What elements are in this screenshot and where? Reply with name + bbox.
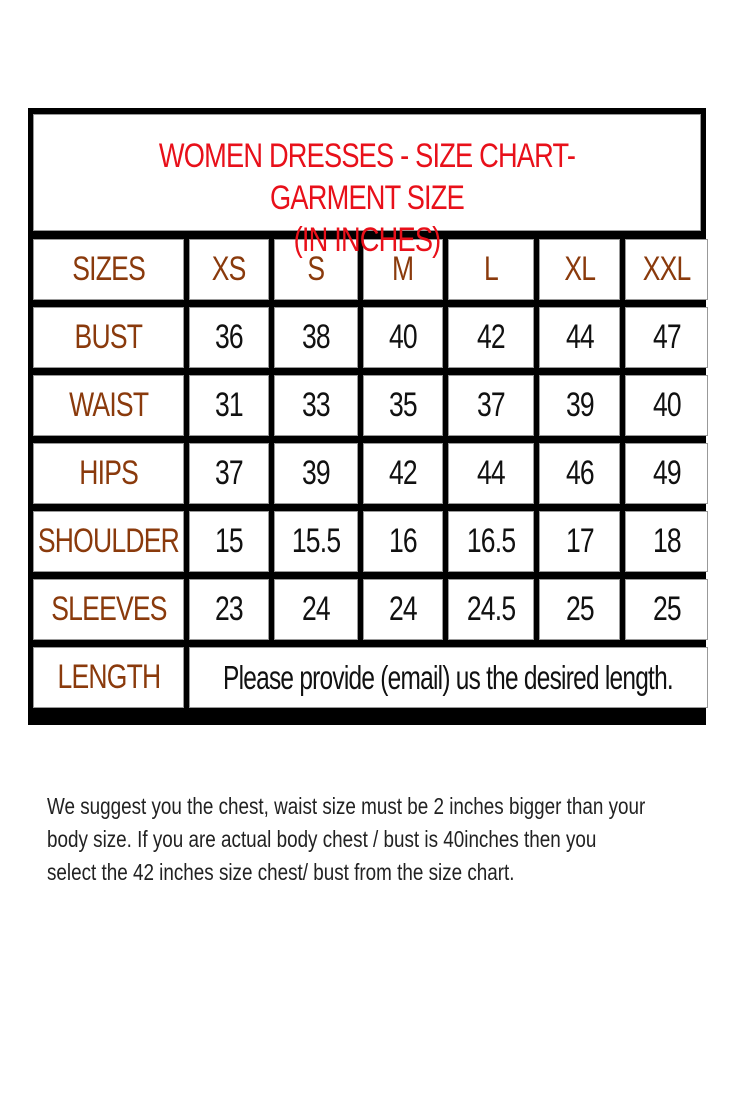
value-cell: 42 [448, 307, 534, 368]
value-cell-text: 23 [215, 590, 244, 628]
size-note: We suggest you the chest, waist size mus… [47, 790, 727, 889]
row-label-cell: LENGTH [33, 647, 184, 708]
value-cell-text: 38 [302, 318, 331, 356]
value-cell-text: 24 [389, 590, 418, 628]
size-header-cell: XS [189, 239, 269, 300]
note-line: body size. If you are actual body chest … [47, 826, 597, 852]
value-cell: 37 [448, 375, 534, 436]
value-cell-text: 47 [652, 318, 682, 356]
row-label-cell: SHOULDER [33, 511, 184, 572]
value-cell: 40 [625, 375, 708, 436]
size-header-cell: XL [539, 239, 620, 300]
value-cell-text: 16 [389, 522, 418, 560]
value-cell: 25 [539, 579, 620, 640]
value-cell: 44 [448, 443, 534, 504]
note-line: We suggest you the chest, waist size mus… [47, 793, 646, 819]
value-cell: 24 [363, 579, 443, 640]
value-cell-text: 15 [215, 522, 244, 560]
row-label-cell: HIPS [33, 443, 184, 504]
value-cell: 47 [625, 307, 708, 368]
value-cell: 25 [625, 579, 708, 640]
length-note-cell: Please provide (email) us the desired le… [189, 647, 708, 708]
value-cell: 15 [189, 511, 269, 572]
size-header-cell: XXL [625, 239, 708, 300]
value-cell: 17 [539, 511, 620, 572]
row-label-cell: BUST [33, 307, 184, 368]
header-label-cell-text: SIZES [72, 250, 146, 288]
value-cell-text: 37 [477, 386, 506, 424]
value-cell-text: 39 [302, 454, 331, 492]
value-cell: 44 [539, 307, 620, 368]
size-chart-table: WOMEN DRESSES - SIZE CHART- GARMENT SIZE… [28, 108, 708, 725]
value-cell: 40 [363, 307, 443, 368]
value-cell: 16 [363, 511, 443, 572]
value-cell-text: 44 [565, 318, 595, 356]
value-cell: 24 [274, 579, 358, 640]
value-cell-text: 36 [215, 318, 244, 356]
value-cell-text: 16.5 [466, 522, 516, 560]
row-label-cell-text: SHOULDER [37, 522, 180, 560]
value-cell-text: 35 [389, 386, 418, 424]
value-cell: 16.5 [448, 511, 534, 572]
value-cell-text: 42 [477, 318, 506, 356]
value-cell-text: 33 [302, 386, 331, 424]
size-header-cell: L [448, 239, 534, 300]
value-cell-text: 39 [565, 386, 595, 424]
value-cell: 33 [274, 375, 358, 436]
value-cell-text: 17 [565, 522, 595, 560]
length-note-cell-text: Please provide (email) us the desired le… [223, 658, 675, 696]
row-label-cell: WAIST [33, 375, 184, 436]
value-cell-text: 18 [652, 522, 682, 560]
value-cell-text: 42 [389, 454, 418, 492]
row-label-cell-text: SLEEVES [50, 590, 167, 628]
row-label-cell: SLEEVES [33, 579, 184, 640]
chart-title-line2: (IN INCHES) [293, 221, 442, 259]
size-header-cell: S [274, 239, 358, 300]
value-cell: 39 [539, 375, 620, 436]
value-cell: 38 [274, 307, 358, 368]
value-cell-text: 31 [215, 386, 244, 424]
value-cell: 42 [363, 443, 443, 504]
value-cell-text: 46 [565, 454, 595, 492]
value-cell-text: 24 [302, 590, 331, 628]
value-cell-text: 40 [389, 318, 418, 356]
chart-title: WOMEN DRESSES - SIZE CHART- GARMENT SIZE… [33, 114, 701, 259]
value-cell-text: 25 [652, 590, 682, 628]
row-label-cell-text: WAIST [68, 386, 149, 424]
value-cell-text: 15.5 [291, 522, 341, 560]
value-cell-text: 40 [652, 386, 682, 424]
value-cell: 15.5 [274, 511, 358, 572]
size-header-cell-text: S [307, 250, 326, 288]
size-header-cell-text: XS [212, 250, 247, 288]
size-header-cell-text: XL [564, 250, 596, 288]
value-cell: 46 [539, 443, 620, 504]
value-cell: 39 [274, 443, 358, 504]
value-cell-text: 25 [565, 590, 595, 628]
value-cell: 49 [625, 443, 708, 504]
value-cell: 37 [189, 443, 269, 504]
value-cell-text: 37 [215, 454, 244, 492]
value-cell: 24.5 [448, 579, 534, 640]
chart-title-line1: WOMEN DRESSES - SIZE CHART- GARMENT SIZE [158, 137, 576, 217]
value-cell-text: 44 [477, 454, 506, 492]
size-header-cell: M [363, 239, 443, 300]
value-cell-text: 49 [652, 454, 682, 492]
size-header-cell-text: L [484, 250, 499, 288]
header-label-cell: SIZES [33, 239, 184, 300]
row-label-cell-text: LENGTH [57, 658, 161, 696]
row-label-cell-text: HIPS [79, 454, 139, 492]
value-cell: 36 [189, 307, 269, 368]
row-label-cell-text: BUST [74, 318, 143, 356]
value-cell: 31 [189, 375, 269, 436]
size-grid: SIZES XS S M L XL XXL BUST 36 38 40 42 44 47 WAIST 31 33… [33, 239, 708, 708]
value-cell: 35 [363, 375, 443, 436]
value-cell-text: 24.5 [466, 590, 516, 628]
size-header-cell-text: M [392, 250, 414, 288]
value-cell: 23 [189, 579, 269, 640]
value-cell: 18 [625, 511, 708, 572]
size-header-cell-text: XXL [642, 250, 692, 288]
note-line: select the 42 inches size chest/ bust fr… [47, 859, 515, 885]
